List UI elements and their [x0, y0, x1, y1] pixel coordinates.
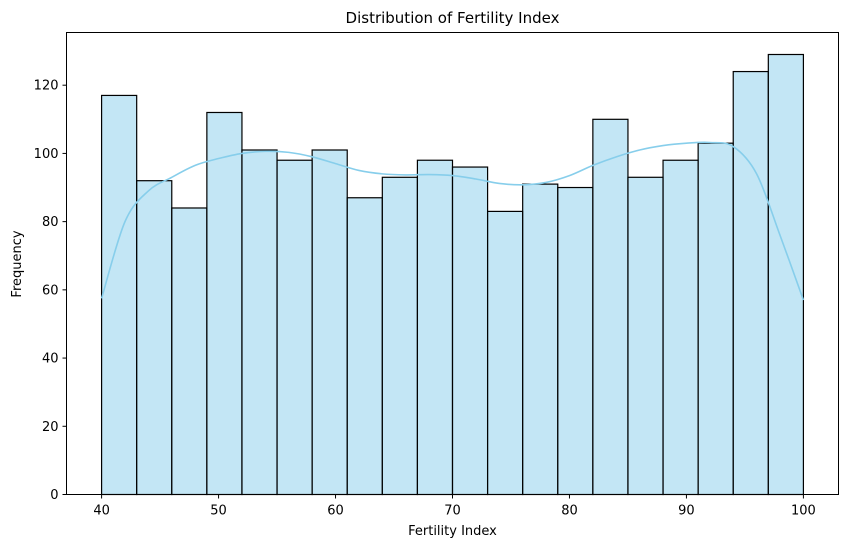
y-tick-label: 20 — [42, 420, 59, 435]
x-tick-label: 40 — [93, 504, 110, 519]
histogram-bar — [171, 207, 208, 496]
histogram-bar — [451, 166, 489, 496]
histogram-bar — [592, 118, 629, 496]
y-tick-label: 60 — [42, 283, 59, 298]
histogram-bar — [486, 210, 524, 496]
x-tick-label: 70 — [444, 504, 461, 519]
histogram-bar — [662, 159, 699, 496]
bars-group — [100, 53, 805, 496]
histogram-bar — [381, 176, 419, 496]
x-tick-label: 80 — [561, 504, 578, 519]
x-tick-label: 100 — [791, 504, 816, 519]
y-tick-label: 120 — [34, 79, 59, 94]
y-tick-label: 80 — [42, 215, 59, 230]
y-axis-ticks: 0 20 40 60 80 100 120 — [34, 79, 67, 503]
y-tick-label: 40 — [42, 352, 59, 367]
x-axis-ticks: 40 50 60 70 80 90 100 — [93, 494, 816, 519]
histogram-bar — [136, 180, 173, 496]
histogram-bar — [311, 149, 348, 496]
histogram-bar — [346, 197, 383, 496]
x-tick-label: 90 — [678, 504, 695, 519]
kde-group — [100, 141, 805, 301]
histogram-bar — [697, 142, 734, 496]
x-tick-label: 50 — [210, 504, 227, 519]
y-tick-label: 100 — [34, 147, 59, 162]
histogram-bar — [416, 159, 454, 496]
histogram-bar — [276, 159, 313, 496]
x-axis-label: Fertility Index — [408, 524, 497, 539]
histogram-bar — [206, 111, 243, 496]
histogram-bar — [627, 176, 664, 496]
histogram-bar — [522, 183, 559, 496]
histogram-bar — [732, 70, 769, 496]
histogram-bar — [100, 94, 138, 496]
x-tick-label: 60 — [327, 504, 344, 519]
histogram-bar — [557, 186, 594, 496]
histogram-bar — [241, 149, 278, 496]
y-axis-label: Frequency — [10, 230, 25, 297]
kde-line — [100, 141, 805, 301]
histogram-bar — [767, 53, 805, 496]
chart-title: Distribution of Fertility Index — [346, 9, 560, 27]
y-tick-label: 0 — [50, 488, 58, 503]
